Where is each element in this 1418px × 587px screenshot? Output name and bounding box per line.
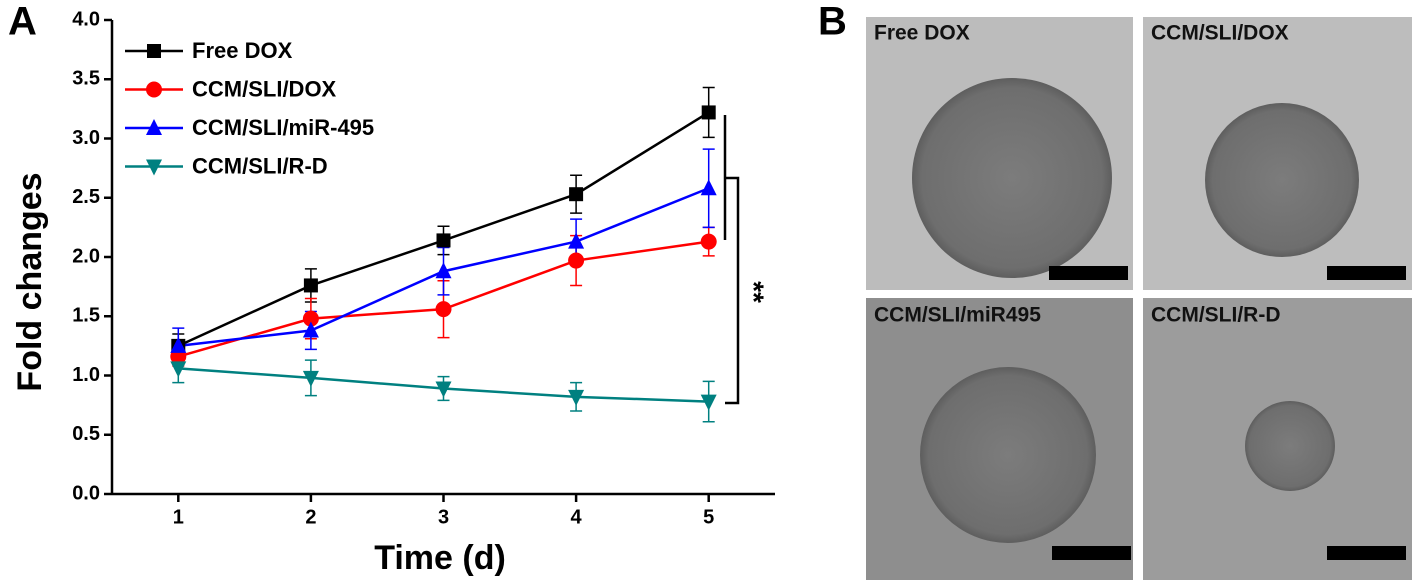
marker xyxy=(568,252,585,269)
image-label: CCM/SLI/R-D xyxy=(1151,304,1281,327)
marker xyxy=(700,179,717,196)
x-tick-label: 5 xyxy=(703,506,714,528)
legend-label: Free DOX xyxy=(192,38,293,63)
micrograph: Free DOX xyxy=(866,17,1133,290)
marker xyxy=(170,361,187,378)
y-tick-label: 0.5 xyxy=(72,423,100,445)
micrograph: CCM/SLI/miR495 xyxy=(866,298,1133,580)
y-tick-label: 2.0 xyxy=(72,245,100,267)
significance-bracket xyxy=(723,115,740,405)
y-tick-label: 1.0 xyxy=(72,364,100,386)
x-tick-label: 1 xyxy=(173,506,184,528)
x-tick-label: 2 xyxy=(305,506,316,528)
y-tick-label: 3.0 xyxy=(72,127,100,149)
marker xyxy=(436,233,451,248)
marker xyxy=(435,381,452,398)
x-tick-label: 4 xyxy=(571,506,583,528)
marker xyxy=(569,187,584,202)
legend-marker xyxy=(146,159,162,176)
x-axis-label: Time (d) xyxy=(374,539,506,577)
marker xyxy=(303,278,318,293)
marker xyxy=(568,389,585,406)
panel-label: A xyxy=(8,0,37,44)
y-tick-label: 2.5 xyxy=(72,186,100,208)
legend-marker xyxy=(147,44,161,58)
marker xyxy=(700,233,717,250)
micrograph: CCM/SLI/DOX xyxy=(1143,17,1412,290)
chart-a: 0.0 0.5 1.0 1.5 2.0 2.5 3.0 3.5 4.0 1 2 3 4 5 Free DOX… xyxy=(72,8,775,528)
panel-label: B xyxy=(818,0,847,44)
legend-label: CCM/SLI/miR-495 xyxy=(192,115,374,140)
marker xyxy=(700,394,717,411)
y-tick-label: 1.5 xyxy=(72,305,100,327)
image-label: Free DOX xyxy=(874,22,970,45)
image-label: CCM/SLI/DOX xyxy=(1151,22,1289,45)
marker xyxy=(302,321,319,338)
y-tick-label: 0.0 xyxy=(72,482,100,504)
marker xyxy=(435,262,452,279)
legend-label: CCM/SLI/DOX xyxy=(192,76,337,101)
legend-label: CCM/SLI/R-D xyxy=(192,153,328,178)
annotation: ** xyxy=(739,281,770,303)
micrograph: CCM/SLI/R-D xyxy=(1143,298,1412,580)
marker xyxy=(568,232,585,249)
y-tick-label: 4.0 xyxy=(72,8,100,30)
marker xyxy=(302,310,319,327)
x-tick-label: 3 xyxy=(438,506,449,528)
legend-marker xyxy=(146,81,162,98)
marker xyxy=(701,105,716,120)
marker xyxy=(435,301,452,318)
image-label: CCM/SLI/miR495 xyxy=(874,304,1041,327)
y-axis-label: Fold changes xyxy=(11,172,49,391)
marker xyxy=(170,336,187,353)
legend-marker xyxy=(146,119,162,135)
y-tick-label: 3.5 xyxy=(72,68,100,90)
marker xyxy=(302,370,319,387)
